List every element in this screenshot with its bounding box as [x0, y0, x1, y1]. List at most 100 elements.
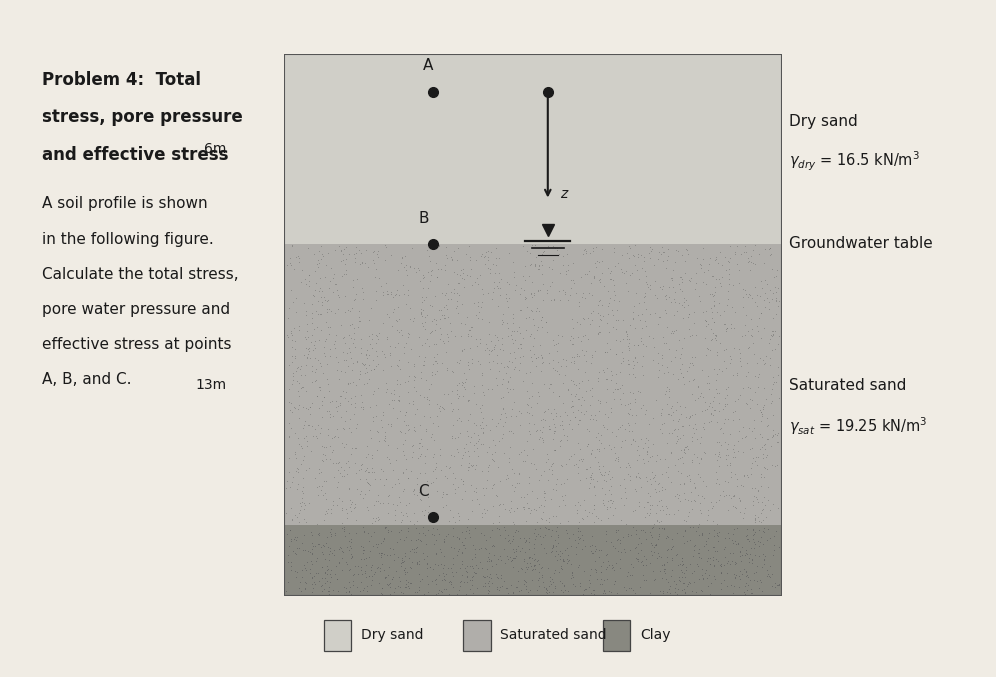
Point	[505, 257, 521, 267]
Point	[319, 304, 335, 315]
Point	[586, 588, 602, 599]
Point	[299, 556, 315, 567]
Point	[618, 519, 633, 529]
Point	[756, 439, 772, 450]
Point	[464, 505, 480, 516]
Point	[586, 414, 602, 424]
Point	[494, 315, 510, 326]
Point	[329, 481, 345, 492]
Point	[664, 564, 680, 575]
Point	[327, 279, 343, 290]
Point	[478, 420, 494, 431]
Point	[732, 506, 748, 517]
Point	[304, 299, 320, 309]
Point	[706, 301, 722, 311]
Point	[289, 376, 305, 387]
Point	[770, 370, 786, 380]
Point	[685, 544, 701, 555]
Point	[648, 500, 664, 510]
Point	[747, 282, 763, 293]
Point	[752, 428, 768, 439]
Point	[291, 542, 307, 553]
Point	[646, 341, 662, 352]
Point	[492, 414, 508, 424]
Point	[732, 355, 748, 366]
Point	[375, 318, 391, 328]
Point	[350, 322, 366, 332]
Point	[729, 369, 745, 380]
Point	[595, 470, 611, 481]
Point	[366, 412, 381, 422]
Point	[462, 531, 478, 542]
Point	[331, 401, 347, 412]
Point	[507, 526, 523, 537]
Point	[548, 479, 564, 489]
Point	[592, 578, 608, 589]
Point	[427, 574, 443, 585]
Point	[394, 253, 410, 263]
Point	[373, 551, 388, 562]
Point	[421, 412, 437, 422]
Point	[389, 301, 405, 312]
Point	[440, 294, 456, 305]
Point	[703, 416, 719, 427]
Point	[636, 251, 652, 262]
Point	[719, 389, 735, 400]
Point	[334, 256, 350, 267]
Point	[396, 261, 412, 272]
Point	[391, 478, 407, 489]
Point	[561, 454, 577, 464]
Point	[683, 352, 699, 363]
Point	[745, 533, 761, 544]
Point	[586, 480, 602, 491]
Point	[673, 349, 689, 359]
Point	[322, 412, 338, 422]
Point	[365, 450, 380, 460]
Point	[529, 425, 545, 436]
Point	[571, 532, 587, 543]
Point	[298, 359, 314, 370]
Point	[428, 271, 444, 282]
Point	[591, 275, 607, 286]
Point	[681, 521, 697, 532]
Point	[684, 435, 700, 446]
Point	[494, 332, 510, 343]
Point	[762, 249, 778, 260]
Point	[506, 519, 522, 529]
Point	[396, 555, 412, 566]
Point	[503, 495, 519, 506]
Point	[441, 588, 457, 599]
Point	[374, 345, 390, 356]
Point	[621, 528, 636, 539]
Point	[606, 242, 622, 253]
Point	[504, 326, 520, 336]
Point	[349, 356, 365, 367]
Point	[689, 433, 705, 444]
Point	[290, 404, 306, 415]
Point	[296, 487, 312, 498]
Point	[756, 472, 772, 483]
Point	[449, 404, 465, 415]
Point	[347, 253, 363, 264]
Point	[348, 294, 364, 305]
Point	[453, 273, 469, 284]
Point	[757, 288, 773, 299]
Point	[332, 399, 348, 410]
Point	[458, 525, 474, 536]
Point	[512, 357, 528, 368]
Point	[592, 366, 608, 377]
Point	[659, 250, 675, 261]
Point	[299, 326, 315, 336]
Point	[678, 411, 694, 422]
Point	[432, 559, 448, 569]
Point	[322, 275, 338, 286]
Point	[753, 406, 769, 417]
Point	[553, 361, 569, 372]
Point	[361, 571, 376, 582]
Point	[428, 314, 444, 325]
Point	[594, 578, 610, 589]
Point	[622, 253, 637, 263]
Point	[511, 406, 527, 416]
Point	[407, 542, 423, 553]
Point	[314, 254, 330, 265]
